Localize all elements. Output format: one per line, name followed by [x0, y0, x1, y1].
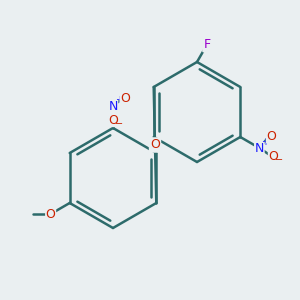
Text: O: O [266, 130, 276, 142]
Text: O: O [108, 113, 118, 127]
Text: O: O [120, 92, 130, 104]
Text: +: + [115, 95, 123, 105]
Text: O: O [46, 208, 56, 220]
Text: +: + [261, 137, 269, 147]
Text: N: N [108, 100, 118, 112]
Text: −: − [115, 119, 123, 129]
Text: N: N [255, 142, 264, 154]
Text: F: F [203, 38, 211, 51]
Text: O: O [150, 139, 160, 152]
Text: −: − [275, 155, 284, 165]
Text: O: O [268, 149, 278, 163]
